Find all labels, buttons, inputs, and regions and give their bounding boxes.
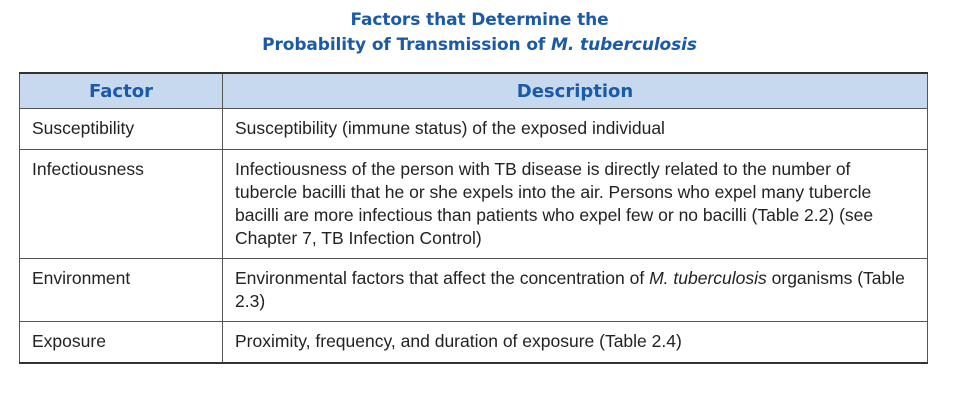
table-title: Factors that Determine the Probability o… <box>0 8 959 58</box>
table-row: Exposure Proximity, frequency, and durat… <box>19 321 928 364</box>
title-line-1: Factors that Determine the <box>350 10 609 30</box>
factor-cell: Susceptibility <box>19 108 223 150</box>
description-cell: Proximity, frequency, and duration of ex… <box>222 321 928 364</box>
description-cell: Infectiousness of the person with TB dis… <box>222 149 928 259</box>
table-header-row: Factor Description <box>19 72 928 109</box>
title-line-2-text: Probability of Transmission of <box>262 35 552 55</box>
description-organism-name: M. tuberculosis <box>649 268 767 288</box>
title-organism-name: M. tuberculosis <box>551 35 697 55</box>
factor-cell: Infectiousness <box>19 149 223 259</box>
header-description: Description <box>222 72 928 109</box>
description-text-end: organisms (Table 2.3) <box>235 268 905 311</box>
title-line-2: Probability of Transmission of M. tuberc… <box>0 33 959 58</box>
description-cell: Susceptibility (immune status) of the ex… <box>222 108 928 150</box>
factor-cell: Exposure <box>19 321 223 364</box>
description-cell: Environmental factors that affect the co… <box>222 258 928 322</box>
table-row: Susceptibility Susceptibility (immune st… <box>19 108 928 150</box>
header-factor: Factor <box>19 72 223 109</box>
table-row: Environment Environmental factors that a… <box>19 258 928 322</box>
factor-cell: Environment <box>19 258 223 322</box>
description-text-start: Environmental factors that affect the co… <box>235 268 650 288</box>
table-row: Infectiousness Infectiousness of the per… <box>19 149 928 259</box>
transmission-factors-table: Factor Description Susceptibility Suscep… <box>19 72 928 364</box>
